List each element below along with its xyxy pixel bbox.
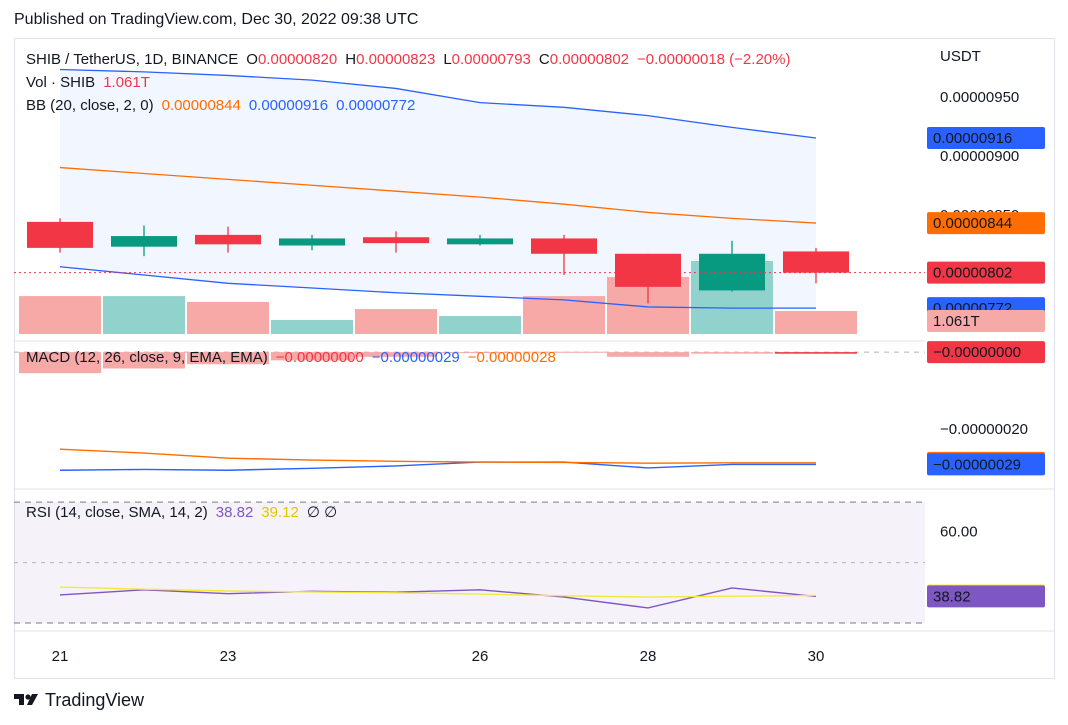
indicator-label: −0.00000029	[933, 456, 1021, 473]
indicator-label: 38.82	[933, 588, 971, 605]
histogram-label: −0.00000000	[933, 344, 1021, 361]
x-tick-label: 23	[220, 648, 237, 665]
bb-price-label: 0.00000916	[933, 130, 1012, 147]
published-note: Published on TradingView.com, Dec 30, 20…	[14, 11, 418, 28]
bb-title: BB (20, close, 2, 0)	[26, 97, 154, 114]
bb-price-label-box	[927, 127, 1045, 150]
indicator-line	[59, 586, 817, 598]
last-price-label-box	[927, 261, 1045, 284]
y-tick-label: 60.00	[940, 523, 978, 540]
bb-value: 0.00000844	[162, 97, 241, 114]
ohlc-key: H	[345, 51, 356, 68]
volume-label: 1.061T	[933, 313, 980, 330]
candle-body	[111, 236, 177, 247]
candle-body	[279, 238, 345, 246]
candle-body	[195, 234, 261, 245]
indicator-label-box	[927, 585, 1045, 608]
bb-price-label-box	[927, 212, 1045, 235]
ohlc-value: 0.00000802	[550, 51, 629, 68]
indicator-value: 39.12	[261, 504, 299, 521]
indicator-value: −0.00000029	[372, 349, 460, 366]
legend: MACD (12, 26, close, 9, EMA, EMA) −0.0000…	[26, 349, 556, 366]
ohlc-value: 0.00000793	[452, 51, 531, 68]
indicator-label-box	[927, 453, 1045, 476]
x-tick-label: 28	[640, 648, 657, 665]
candle-body	[699, 253, 765, 291]
x-tick-label: 26	[472, 648, 489, 665]
volume-bar	[775, 311, 857, 334]
histogram-bar	[19, 352, 101, 374]
histogram-bar	[103, 352, 185, 369]
indicator-title: RSI (14, close, SMA, 14, 2)	[26, 504, 208, 521]
bb-line	[59, 68, 817, 139]
indicator-value: −0.00000028	[468, 349, 556, 366]
histogram-bar	[271, 352, 353, 361]
histogram-bar	[607, 352, 689, 357]
bb-line	[59, 166, 817, 224]
legend: SHIB / TetherUS, 1D, BINANCE O0.00000820 H…	[26, 51, 790, 68]
histogram-label-box	[927, 341, 1045, 364]
volume-bar	[187, 301, 269, 334]
brand-logo	[14, 694, 38, 705]
bb-price-label: 0.00000844	[933, 215, 1012, 232]
y-tick-label: −0.00000020	[940, 421, 1028, 438]
indicator-line	[59, 448, 816, 464]
candle-body	[615, 253, 681, 287]
volume-bar	[439, 316, 521, 334]
chart-frame	[14, 38, 1055, 679]
change: −0.00000018 (−2.20%)	[637, 51, 790, 68]
indicator-extra: ∅ ∅	[307, 504, 337, 521]
histogram-bar	[775, 352, 857, 354]
legend: Vol · SHIB 1.061T	[26, 74, 150, 91]
legend: RSI (14, close, SMA, 14, 2) 38.82 39.12 ∅ ∅	[26, 504, 337, 521]
ohlc-key: C	[539, 51, 550, 68]
volume-title: Vol · SHIB	[26, 74, 95, 91]
histogram-bar	[439, 352, 521, 354]
candle-body	[27, 221, 93, 248]
last-price-label: 0.00000802	[933, 265, 1012, 282]
candle-body	[783, 251, 849, 273]
candle-body	[531, 238, 597, 254]
indicator-title: MACD (12, 26, close, 9, EMA, EMA)	[26, 349, 268, 366]
ohlc-value: 0.00000820	[258, 51, 337, 68]
y-tick-label: 0.00000950	[940, 89, 1019, 106]
bb-value: 0.00000916	[249, 97, 328, 114]
indicator-line	[59, 461, 816, 471]
volume-label-box	[927, 310, 1045, 333]
ohlc-value: 0.00000823	[356, 51, 435, 68]
candle-body	[363, 237, 429, 244]
legend: BB (20, close, 2, 0) 0.00000844 0.00000916…	[26, 97, 415, 114]
bb-line	[59, 266, 816, 309]
ohlc-key: L	[443, 51, 451, 68]
bb-value: 0.00000772	[336, 97, 415, 114]
ohlc-key: O	[246, 51, 258, 68]
x-tick-label: 30	[808, 648, 825, 665]
volume-bar	[103, 296, 185, 334]
indicator-value: 38.82	[216, 504, 254, 521]
histogram-bar	[187, 352, 269, 365]
symbol: SHIB / TetherUS, 1D, BINANCE	[26, 51, 238, 68]
volume-value: 1.061T	[103, 74, 150, 91]
volume-bar	[355, 309, 437, 334]
histogram-bar	[355, 352, 437, 357]
candle-body	[447, 238, 513, 245]
volume-bar	[271, 319, 353, 334]
bb-fill	[60, 69, 816, 309]
volume-bar	[19, 296, 101, 334]
histogram-bar	[523, 351, 605, 353]
indicator-line	[59, 587, 817, 609]
histogram-bar	[691, 352, 773, 354]
x-tick-label: 21	[52, 648, 69, 665]
indicator-value: −0.00000000	[276, 349, 364, 366]
y-tick-label: 0.00000900	[940, 148, 1019, 165]
axis-title: USDT	[940, 48, 981, 65]
brand-name: TradingView	[45, 690, 145, 710]
